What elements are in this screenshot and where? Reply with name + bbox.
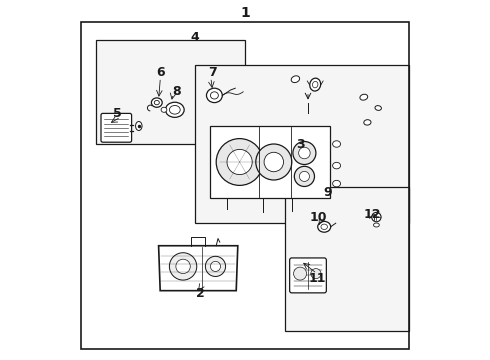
Ellipse shape (373, 223, 379, 227)
Circle shape (176, 259, 190, 274)
Ellipse shape (166, 102, 184, 117)
Circle shape (294, 166, 315, 186)
Circle shape (372, 212, 381, 222)
Ellipse shape (210, 92, 219, 99)
Text: 8: 8 (172, 85, 181, 98)
Circle shape (216, 139, 263, 185)
Ellipse shape (291, 76, 299, 82)
Text: 2: 2 (196, 287, 204, 300)
Polygon shape (210, 126, 330, 198)
Text: 9: 9 (323, 186, 332, 199)
Circle shape (293, 141, 316, 165)
Ellipse shape (161, 107, 167, 112)
Circle shape (205, 256, 225, 276)
FancyBboxPatch shape (101, 113, 132, 142)
Text: 5: 5 (113, 107, 122, 120)
Text: 10: 10 (310, 211, 327, 224)
Circle shape (170, 253, 197, 280)
Ellipse shape (206, 88, 222, 103)
Bar (195, 65, 409, 223)
Circle shape (299, 171, 310, 181)
Bar (96, 40, 245, 144)
Circle shape (256, 144, 292, 180)
Ellipse shape (154, 100, 159, 105)
Ellipse shape (136, 122, 142, 131)
Circle shape (227, 149, 252, 175)
Ellipse shape (333, 180, 341, 187)
Ellipse shape (318, 221, 331, 232)
Circle shape (311, 269, 321, 279)
Circle shape (294, 267, 307, 280)
Ellipse shape (375, 105, 381, 111)
Text: 6: 6 (156, 66, 165, 78)
Bar (285, 187, 409, 331)
Ellipse shape (360, 94, 368, 100)
Ellipse shape (321, 224, 327, 230)
Ellipse shape (333, 162, 341, 169)
Ellipse shape (333, 141, 341, 147)
FancyBboxPatch shape (290, 258, 326, 293)
Text: 1: 1 (240, 6, 250, 19)
Polygon shape (159, 246, 238, 291)
Text: 4: 4 (190, 31, 199, 44)
Text: 12: 12 (364, 208, 382, 221)
Text: 3: 3 (296, 138, 305, 150)
Ellipse shape (364, 120, 371, 125)
Circle shape (210, 261, 221, 271)
Text: 11: 11 (308, 273, 326, 285)
Ellipse shape (170, 105, 180, 114)
Circle shape (264, 152, 284, 172)
Ellipse shape (310, 78, 320, 91)
Ellipse shape (313, 81, 318, 88)
Circle shape (298, 147, 310, 159)
Ellipse shape (151, 98, 162, 107)
Text: 7: 7 (208, 66, 217, 78)
